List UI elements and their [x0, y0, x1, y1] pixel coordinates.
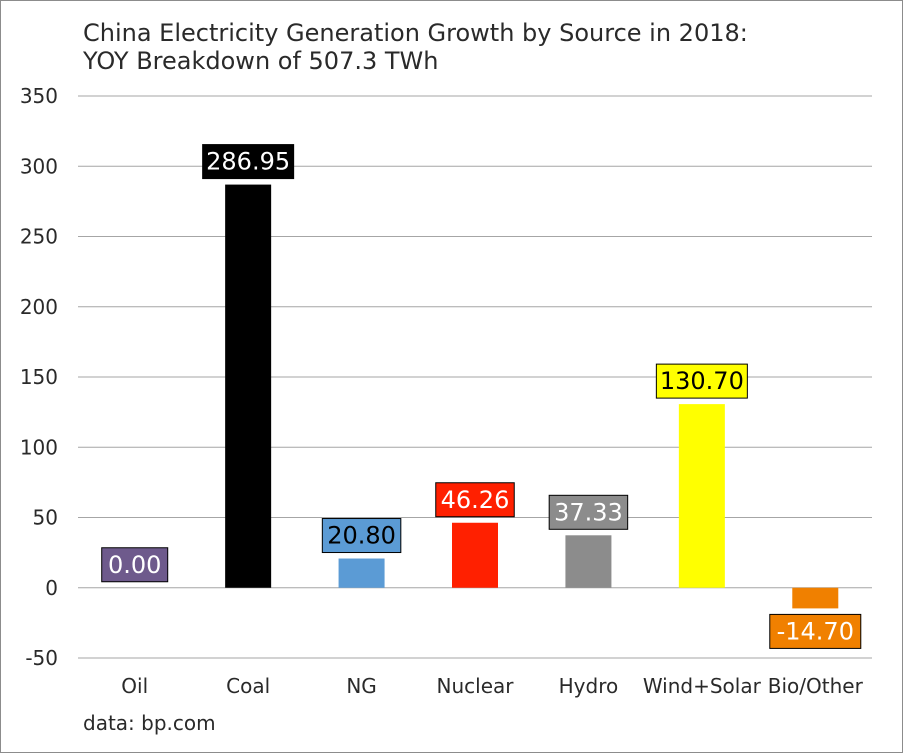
chart-title: China Electricity Generation Growth by S… — [83, 19, 748, 75]
data-source-note: data: bp.com — [83, 711, 216, 735]
y-tick-label: -50 — [25, 646, 58, 670]
data-label-coal: 286.95 — [202, 144, 295, 180]
bar-wind-solar — [678, 404, 725, 588]
x-axis-tick-labels: Oil Coal NG Nuclear Hydro Wind+Solar Bio/Other — [121, 674, 863, 698]
y-tick-label: 50 — [33, 506, 58, 530]
data-label-text: 286.95 — [206, 148, 290, 176]
data-labels: 0.00 286.95 20.80 46.26 37.33 130.70 -14.70 — [101, 144, 862, 649]
bar-ng — [338, 558, 385, 588]
x-tick-label: NG — [346, 674, 376, 698]
data-label-nuclear: 46.26 — [435, 482, 515, 518]
data-label-text: 20.80 — [327, 522, 396, 550]
y-tick-label: 350 — [20, 84, 58, 108]
y-tick-label: 250 — [20, 225, 58, 249]
data-label-text: 0.00 — [108, 551, 161, 579]
y-axis-tick-labels: -50 0 50 100 150 200 250 300 350 — [20, 84, 58, 670]
data-label-text: -14.70 — [777, 617, 854, 645]
y-tick-label: 300 — [20, 154, 58, 178]
data-label-box — [321, 518, 402, 554]
bar-bio-other — [792, 587, 839, 609]
data-label-box — [202, 144, 295, 180]
bars — [225, 184, 839, 609]
bar-hydro — [565, 535, 612, 588]
y-tick-label: 200 — [20, 295, 58, 319]
data-label-bio-other: -14.70 — [769, 613, 862, 649]
x-tick-label: Bio/Other — [768, 674, 864, 698]
data-label-box — [101, 547, 169, 583]
x-tick-label: Nuclear — [437, 674, 515, 698]
x-tick-label: Hydro — [559, 674, 619, 698]
data-label-text: 130.70 — [660, 367, 744, 395]
data-label-box — [435, 482, 515, 518]
x-tick-label: Wind+Solar — [643, 674, 762, 698]
x-tick-label: Coal — [226, 674, 270, 698]
bar-nuclear — [452, 522, 498, 588]
data-label-box — [548, 494, 629, 530]
chart-title-line2: YOY Breakdown of 507.3 TWh — [83, 47, 439, 75]
data-label-box — [655, 363, 748, 399]
data-label-box — [769, 613, 862, 649]
x-tick-label: Oil — [121, 674, 148, 698]
bar-coal — [225, 184, 272, 588]
chart-title-line1: China Electricity Generation Growth by S… — [83, 19, 748, 47]
y-tick-label: 150 — [20, 365, 58, 389]
data-label-text: 37.33 — [554, 498, 623, 526]
data-label-text: 46.26 — [441, 486, 510, 514]
y-tick-label: 100 — [20, 435, 58, 459]
data-label-ng: 20.80 — [321, 518, 402, 554]
data-label-wind-solar: 130.70 — [655, 363, 748, 399]
y-tick-label: 0 — [45, 576, 58, 600]
data-label-hydro: 37.33 — [548, 494, 629, 530]
data-label-oil: 0.00 — [101, 547, 169, 583]
